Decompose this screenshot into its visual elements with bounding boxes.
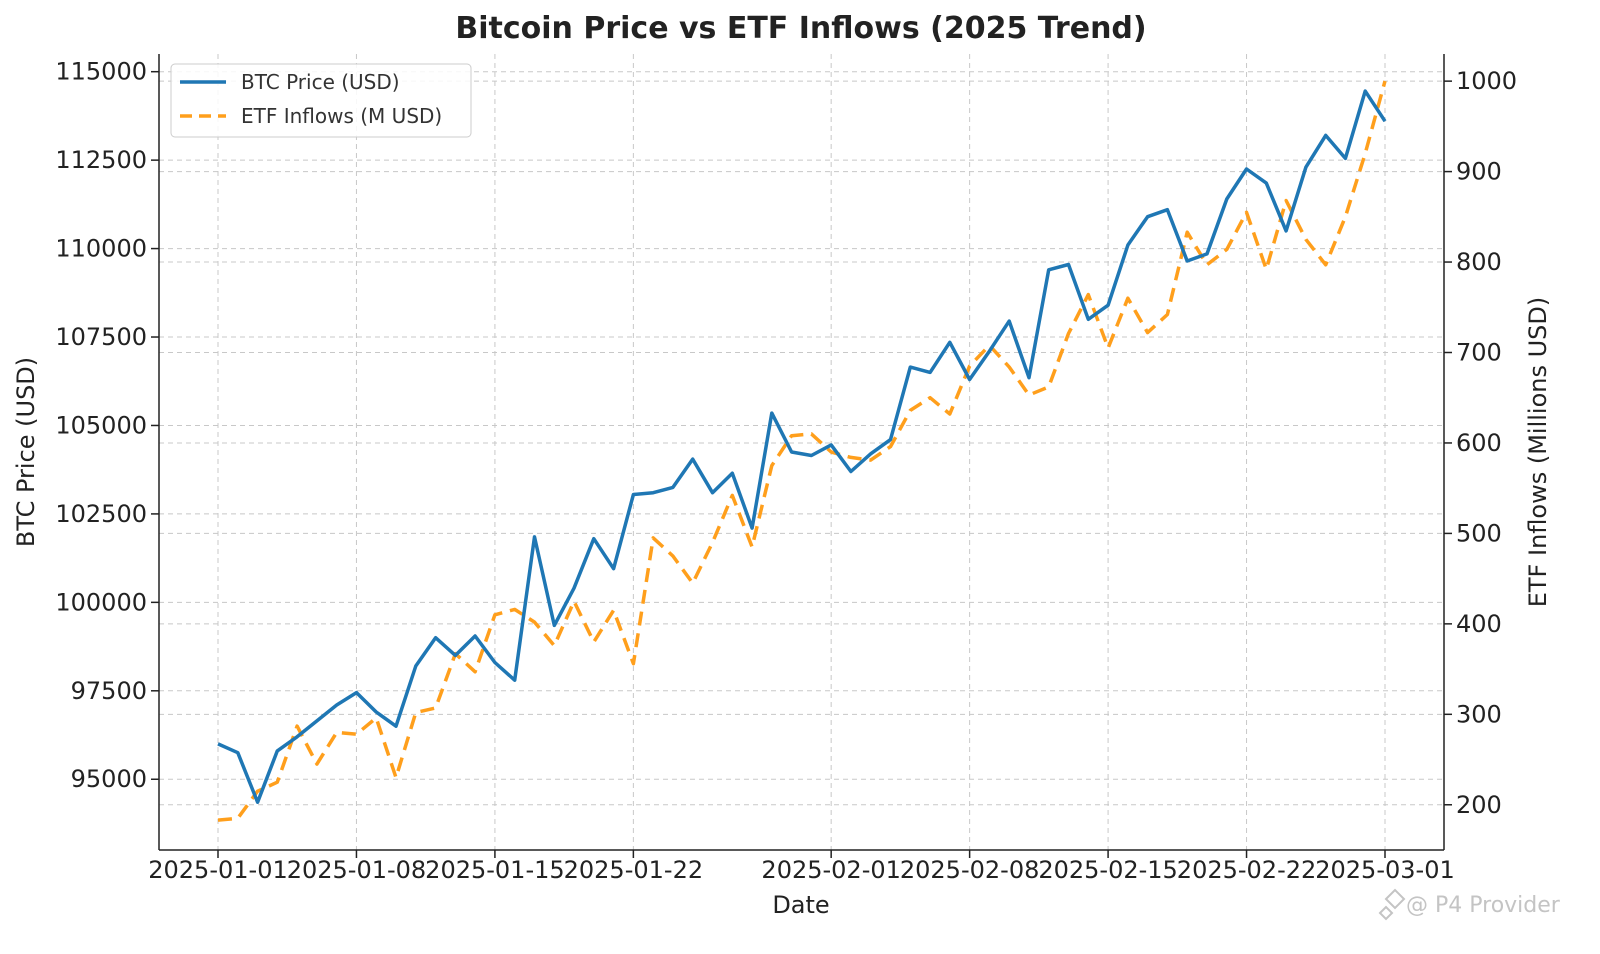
legend-label-btc-price: BTC Price (USD) [241,70,400,94]
x-tick-label: 2025-03-01 [1315,856,1454,884]
y-left-tick-label: 97500 [71,677,147,705]
y-left-tick-label: 95000 [71,765,147,793]
x-tick-label: 2025-02-01 [761,856,900,884]
y-right-tick-label: 900 [1456,158,1502,186]
chart-title: Bitcoin Price vs ETF Inflows (2025 Trend… [455,11,1146,46]
y-right-tick-label: 700 [1456,339,1502,367]
x-tick-label: 2025-01-01 [148,856,287,884]
y-right-tick-label: 200 [1456,791,1502,819]
y-right-tick-label: 300 [1456,700,1502,728]
legend: BTC Price (USD) ETF Inflows (M USD) [170,63,472,138]
y-left-tick-label: 112500 [55,146,147,174]
x-tick-label: 2025-01-08 [287,856,426,884]
y-right-tick-label: 400 [1456,610,1502,638]
series-line-btc-price [217,89,1387,804]
series-layer [217,80,1387,822]
x-tick-label: 2025-02-08 [900,856,1039,884]
legend-label-etf-inflows: ETF Inflows (M USD) [241,104,442,128]
y-right-tick-label: 600 [1456,429,1502,457]
watermark-logo-icon [1378,888,1406,921]
y-right-tick-label: 800 [1456,248,1502,276]
watermark-text: @ P4 Provider [1406,893,1561,918]
y-left-tick-label: 115000 [55,58,147,86]
x-tick-label: 2025-02-22 [1177,856,1316,884]
series-line-etf-inflows [217,80,1387,822]
x-tick-label: 2025-01-22 [564,856,703,884]
legend-box [170,63,472,138]
y-right-tick-label: 1000 [1456,67,1517,95]
y-left-tick-label: 100000 [55,588,147,616]
x-axis-title: Date [772,891,829,919]
y-left-tick-label: 107500 [55,323,147,351]
ticks: 2025-01-012025-01-082025-01-152025-01-22… [55,58,1517,884]
watermark: @ P4 Provider [1378,888,1561,921]
y-axis-right-title: ETF Inflows (Millions USD) [1524,297,1552,608]
grid [159,54,1444,850]
y-left-tick-label: 105000 [55,411,147,439]
y-left-tick-label: 102500 [55,500,147,528]
y-axis-left-title: BTC Price (USD) [12,357,40,547]
x-tick-label: 2025-01-15 [425,856,564,884]
y-right-tick-label: 500 [1456,519,1502,547]
x-tick-label: 2025-02-15 [1038,856,1177,884]
y-left-tick-label: 110000 [55,235,147,263]
